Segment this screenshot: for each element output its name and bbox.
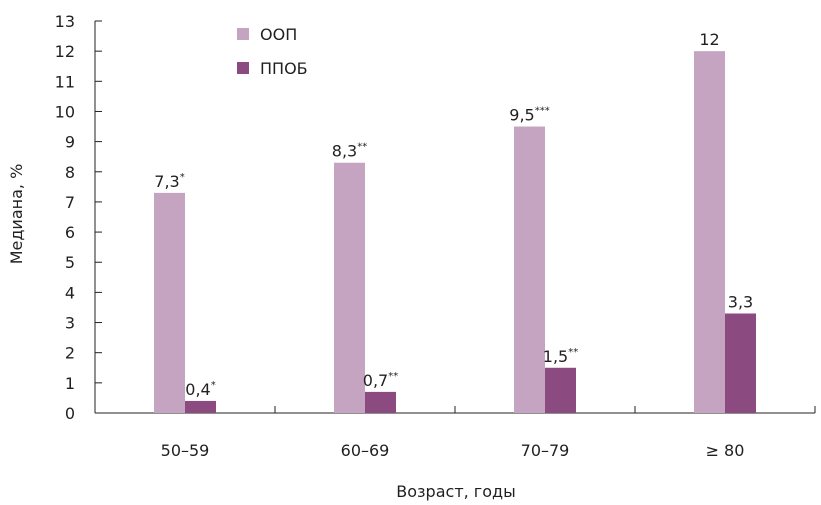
x-axis-title: Возраст, годы <box>396 482 515 501</box>
y-tick-label: 10 <box>55 102 75 121</box>
y-tick-label: 0 <box>65 404 75 423</box>
y-tick-label: 12 <box>55 42 75 61</box>
y-tick-label: 4 <box>65 283 75 302</box>
legend-swatch <box>237 62 249 74</box>
data-label: 12 <box>699 30 719 49</box>
x-category-label: 70–79 <box>521 441 570 460</box>
data-label: 8,3** <box>332 142 367 161</box>
y-tick-label: 3 <box>65 314 75 333</box>
bar <box>334 162 365 413</box>
x-category-label: 50–59 <box>161 441 210 460</box>
y-tick-label: 7 <box>65 193 75 212</box>
data-label: 7,3* <box>154 172 184 191</box>
y-tick-label: 1 <box>65 374 75 393</box>
bar <box>694 51 725 414</box>
y-tick-label: 5 <box>65 253 75 272</box>
y-tick-label: 8 <box>65 163 75 182</box>
data-label: 0,7** <box>363 371 398 390</box>
y-tick-label: 2 <box>65 344 75 363</box>
data-label: 3,3 <box>728 292 753 311</box>
bar <box>725 313 756 413</box>
x-category-label: ≥ 80 <box>706 441 745 460</box>
bar <box>545 367 576 413</box>
bar <box>365 391 396 413</box>
legend-label: ООП <box>260 25 297 44</box>
data-label: 9,5*** <box>509 106 549 125</box>
x-axis: 50–59 60–69 70–79 ≥ 80 <box>94 406 816 460</box>
y-tick-label: 9 <box>65 133 75 152</box>
data-label: 0,4* <box>185 380 215 399</box>
bars <box>154 51 756 414</box>
y-axis-title: Медиана, % <box>7 164 26 265</box>
y-tick-label: 6 <box>65 223 75 242</box>
y-tick-label: 11 <box>55 72 75 91</box>
legend-swatch <box>237 28 249 40</box>
bar <box>154 192 185 413</box>
legend-label: ППОБ <box>260 59 308 78</box>
y-tick-label: 13 <box>55 12 75 31</box>
legend: ООП ППОБ <box>237 25 308 78</box>
bar <box>185 400 216 413</box>
data-labels: 7,3* 0,4* 8,3** 0,7** 9,5*** 1,5** 12 3,3 <box>154 30 753 399</box>
data-label: 1,5** <box>543 347 578 366</box>
bar <box>514 126 545 414</box>
x-category-label: 60–69 <box>341 441 390 460</box>
